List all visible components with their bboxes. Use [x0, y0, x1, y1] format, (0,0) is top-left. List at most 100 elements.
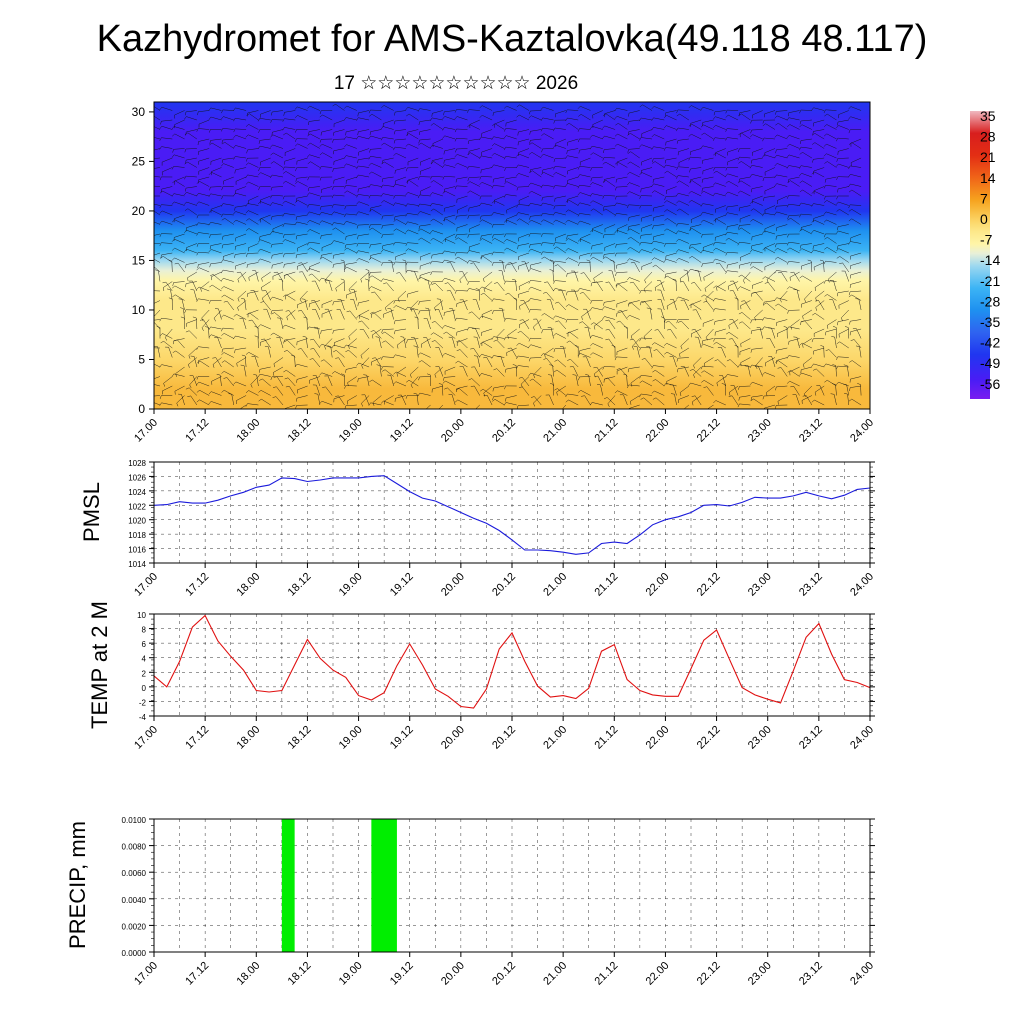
wind-barb — [565, 248, 579, 254]
wind-barb — [345, 349, 357, 358]
wind-barb — [319, 166, 333, 170]
wind-barb — [737, 156, 751, 161]
wind-barb — [172, 133, 185, 140]
wind-barb — [726, 205, 739, 211]
wind-barb — [521, 261, 530, 273]
wind-barb — [691, 328, 702, 338]
wind-barb — [528, 219, 542, 225]
wind-barb — [394, 110, 407, 116]
x-tick-label: 22.00 — [644, 724, 672, 752]
wind-barb — [664, 243, 677, 247]
wind-barb — [529, 262, 542, 269]
wind-barb — [591, 243, 603, 250]
wind-barb — [332, 186, 345, 190]
wind-barb — [793, 336, 800, 349]
wind-barb — [651, 257, 665, 263]
wind-barb — [257, 239, 271, 244]
wind-barb — [740, 252, 751, 261]
wind-barb — [284, 157, 296, 165]
wind-barb — [589, 334, 603, 339]
wind-barb — [676, 238, 689, 244]
wind-barb — [548, 374, 554, 387]
wind-barb — [517, 129, 530, 136]
wind-barb — [739, 214, 751, 223]
wind-barb — [602, 208, 616, 216]
wind-barb — [481, 148, 493, 156]
wind-barb — [779, 290, 788, 303]
wind-barb — [504, 167, 517, 171]
wind-barb — [766, 271, 776, 283]
wind-barb — [430, 238, 444, 244]
wind-barb — [616, 347, 628, 356]
wind-barb — [577, 390, 591, 396]
wind-barb — [737, 364, 751, 368]
wind-barb — [811, 249, 825, 254]
wind-barb — [738, 132, 751, 140]
wind-barb — [815, 290, 825, 302]
wind-barb — [302, 336, 308, 349]
wind-barb — [381, 214, 394, 220]
wind-barb — [728, 395, 739, 406]
wind-barb — [749, 174, 763, 178]
wind-barb — [755, 357, 763, 370]
wind-barb — [418, 138, 431, 144]
wind-barb — [258, 390, 271, 396]
wind-barb — [566, 331, 579, 339]
wind-barb — [811, 203, 825, 207]
wind-barb — [602, 135, 616, 140]
wind-barb — [381, 366, 394, 370]
wind-barb — [676, 166, 689, 171]
wind-barb — [171, 373, 185, 377]
wind-barb — [380, 184, 394, 189]
wind-barb — [627, 119, 640, 125]
wind-barb — [356, 136, 370, 140]
wind-barb — [643, 328, 653, 340]
wind-barb — [776, 224, 788, 232]
wind-barb — [246, 252, 259, 257]
wind-barb — [679, 347, 690, 358]
wind-barb — [799, 202, 812, 207]
wind-barb — [357, 186, 370, 193]
wind-barb — [283, 349, 296, 358]
wind-barb — [567, 167, 579, 175]
wind-barb — [850, 233, 862, 242]
wind-barb — [789, 366, 800, 376]
wind-barb — [578, 262, 591, 267]
wind-barb — [456, 300, 468, 307]
wind-barb — [590, 352, 603, 358]
wind-barb — [239, 317, 247, 330]
wind-barb — [297, 300, 308, 309]
wind-barb — [376, 364, 382, 377]
wind-barb — [257, 373, 271, 378]
wind-barb — [790, 271, 800, 282]
x-tick-label: 17.00 — [132, 724, 160, 752]
wind-barb — [528, 372, 542, 377]
wind-barb — [405, 221, 419, 225]
wind-barb — [608, 270, 616, 282]
wind-barb — [209, 138, 222, 144]
wind-barb — [233, 211, 247, 216]
wind-barb — [270, 134, 284, 140]
wind-barb — [210, 157, 222, 165]
wind-barb — [160, 340, 173, 349]
wind-barb — [676, 208, 690, 216]
wind-barb — [393, 138, 407, 144]
wind-barb — [154, 126, 161, 130]
wind-barb — [154, 115, 161, 121]
wind-barb — [615, 281, 628, 288]
wind-barb — [738, 110, 751, 117]
wind-barb — [630, 376, 640, 387]
wind-barb — [245, 174, 259, 178]
wind-barb — [555, 320, 567, 330]
wind-barb — [689, 243, 702, 249]
wind-barb — [775, 303, 788, 311]
wind-barb — [519, 319, 530, 329]
wind-barb — [454, 116, 468, 121]
wind-barb — [480, 233, 493, 240]
wind-barb — [704, 281, 714, 292]
wind-barb — [473, 336, 481, 349]
wind-barb — [616, 320, 628, 330]
wind-barb — [405, 192, 419, 197]
